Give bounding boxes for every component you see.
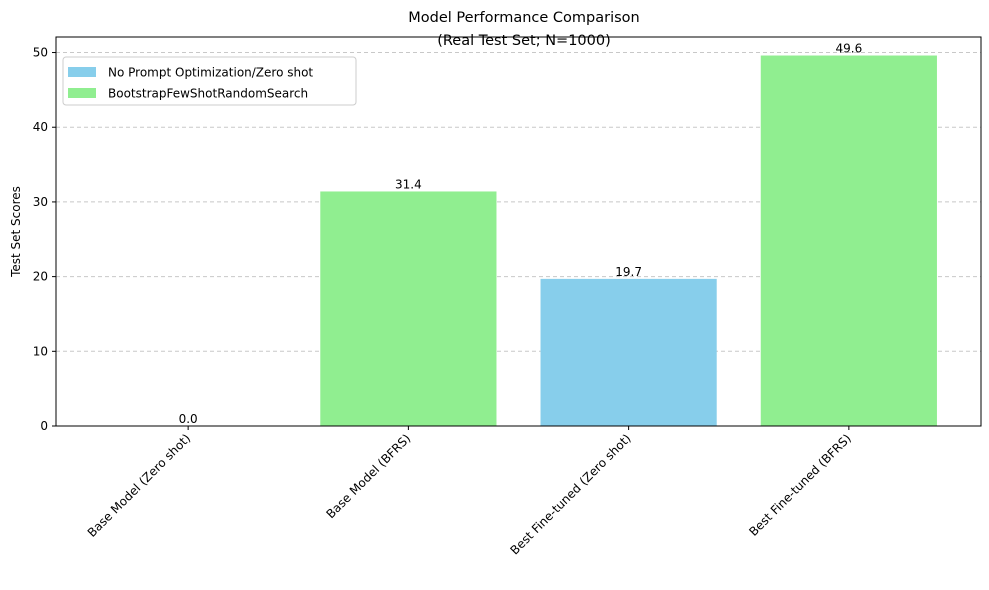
data-label-best-fine-tuned-bfrs: 49.6: [835, 42, 862, 56]
x-tick-label-best-fine-tuned-bfrs: Best Fine-tuned (BFRS): [746, 431, 854, 539]
x-tick-label-base-model-bfrs: Base Model (BFRS): [323, 431, 413, 521]
bars: [320, 55, 937, 427]
data-labels: 0.0 31.4 19.7 49.6: [179, 42, 863, 426]
x-tick-label-base-model-zero-shot: Base Model (Zero shot): [85, 431, 194, 540]
x-axis: Base Model (Zero shot) Base Model (BFRS) B…: [85, 426, 854, 557]
bar-best-fine-tuned-bfrs: [760, 55, 937, 427]
y-tick-label-20: 20: [33, 270, 48, 284]
y-axis: 0 10 20 30 40 50: [33, 46, 56, 433]
y-axis-label: Test Set Scores: [9, 186, 23, 278]
legend-swatch-zero-shot: [68, 67, 96, 77]
legend-label-zero-shot: No Prompt Optimization/Zero shot: [108, 66, 313, 80]
legend: No Prompt Optimization/Zero shot Bootstr…: [62, 56, 357, 106]
data-label-best-fine-tuned-zero-shot: 19.7: [615, 265, 642, 279]
bar-base-model-bfrs: [320, 191, 497, 426]
legend-box: [62, 56, 357, 106]
data-label-base-model-bfrs: 31.4: [395, 177, 422, 191]
bar-best-fine-tuned-zero-shot: [540, 278, 717, 426]
x-tick-label-best-fine-tuned-zero-shot: Best Fine-tuned (Zero shot): [508, 431, 634, 557]
y-tick-label-30: 30: [33, 195, 48, 209]
chart-title: Model Performance Comparison: [408, 10, 639, 26]
legend-label-bfrs: BootstrapFewShotRandomSearch: [108, 87, 308, 101]
y-tick-label-50: 50: [33, 46, 48, 60]
data-label-base-model-zero-shot: 0.0: [179, 412, 198, 426]
y-tick-label-10: 10: [33, 344, 48, 358]
y-tick-label-0: 0: [40, 419, 48, 433]
legend-swatch-bfrs: [68, 88, 96, 98]
y-tick-label-40: 40: [33, 120, 48, 134]
chart-subtitle: (Real Test Set; N=1000): [437, 33, 611, 49]
plot-frame: [55, 36, 982, 427]
